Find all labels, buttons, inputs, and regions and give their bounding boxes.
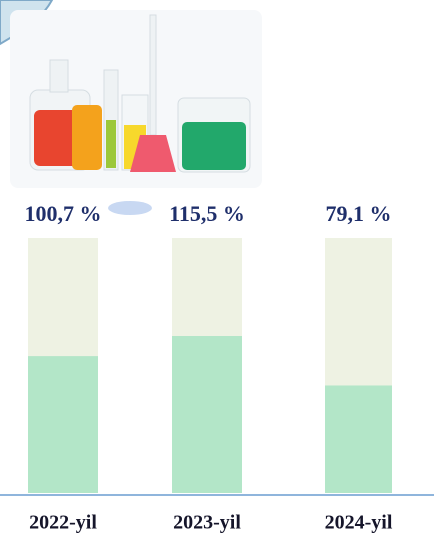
bar xyxy=(172,336,242,493)
x-tick-label: 2022-yil xyxy=(29,512,97,534)
bar xyxy=(28,356,98,493)
value-label: 100,7 % xyxy=(25,201,102,226)
x-tick-label: 2024-yil xyxy=(325,512,393,534)
value-label: 79,1 % xyxy=(326,201,392,226)
glassware-illustration xyxy=(10,10,262,215)
bar xyxy=(325,385,392,493)
x-tick-label: 2023-yil xyxy=(173,512,241,534)
value-label: 115,5 % xyxy=(169,201,245,226)
